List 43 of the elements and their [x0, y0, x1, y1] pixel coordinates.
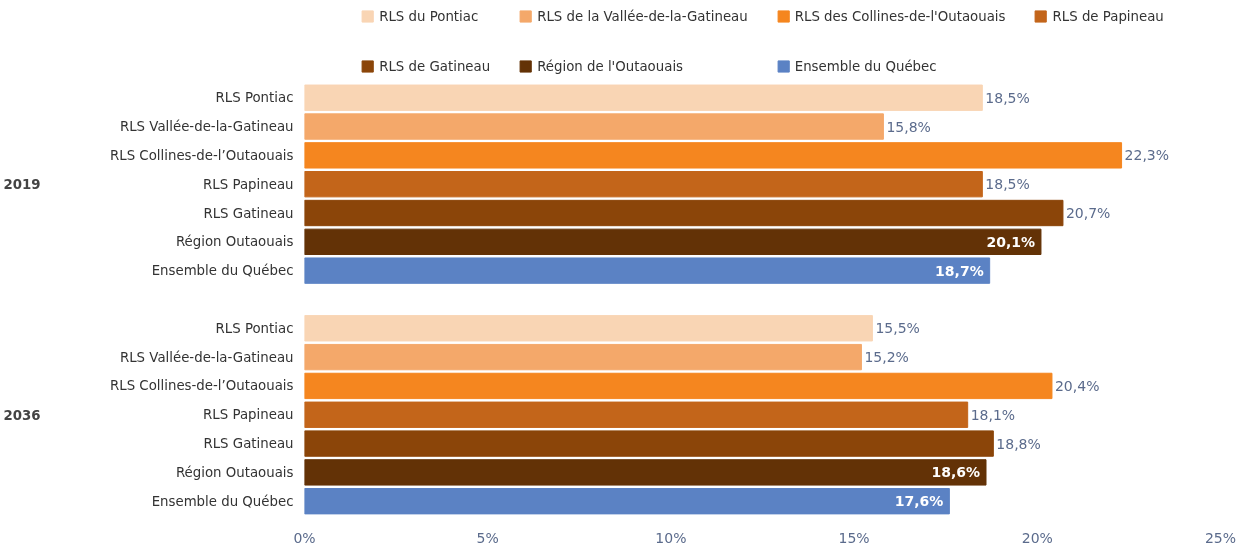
data-label: 18,6%: [931, 464, 981, 481]
y-tick-label: RLS Pontiac: [215, 90, 294, 106]
y-tick-label: RLS Papineau: [203, 407, 294, 423]
y-tick-label: Région Outaouais: [175, 234, 294, 250]
y-tick-label: RLS Vallée-de-la-Gatineau: [119, 119, 294, 135]
data-label: 20,7%: [1065, 205, 1111, 222]
legend-label: RLS de Gatineau: [379, 57, 491, 76]
data-label: 18,8%: [996, 435, 1041, 452]
y-tick-label: RLS Collines-de-l’Outaouais: [109, 378, 294, 394]
legend-label: RLS des Collines-de-l'Outaouais: [794, 7, 1006, 26]
y-tick-label: RLS Papineau: [203, 176, 294, 192]
text: 2036: [3, 407, 41, 423]
data-label: 20,4%: [1054, 377, 1100, 394]
y-tick-label: RLS Collines-de-l’Outaouais: [109, 147, 294, 163]
data-label: 20,1%: [986, 233, 1035, 250]
x-tick-label: 10%: [655, 529, 687, 546]
legend-label: RLS de Papineau: [1052, 7, 1164, 26]
data-label: 15,8%: [886, 118, 931, 135]
y-tick-label: Ensemble du Québec: [151, 263, 294, 279]
y-tick-label: Région Outaouais: [175, 464, 294, 480]
y-tick-label: RLS Pontiac: [215, 320, 294, 336]
x-tick-label: 20%: [1021, 529, 1053, 546]
y-tick-label: Ensemble du Québec: [151, 493, 294, 509]
y-tick-label: RLS Gatineau: [203, 205, 294, 221]
data-label: 18,5%: [985, 89, 1030, 106]
y-tick-label: RLS Gatineau: [203, 436, 294, 452]
data-label: 18,5%: [985, 176, 1030, 193]
legend-label: RLS de la Vallée-de-la-Gatineau: [537, 7, 748, 26]
data-label: 15,2%: [864, 349, 909, 366]
legend-label: Ensemble du Québec: [794, 57, 937, 76]
data-label: 18,7%: [935, 262, 984, 279]
legend-label: RLS du Pontiac: [379, 7, 479, 26]
legend-label: Région de l'Outaouais: [537, 57, 684, 76]
data-label: 15,5%: [875, 320, 920, 337]
data-label: 18,1%: [970, 406, 1016, 423]
x-tick-label: 15%: [838, 529, 870, 546]
x-tick-label: 25%: [1204, 529, 1237, 546]
data-label: 22,3%: [1124, 147, 1170, 164]
x-tick-label: 5%: [476, 529, 499, 546]
y-tick-label: RLS Vallée-de-la-Gatineau: [119, 349, 294, 365]
text: 2019: [3, 177, 41, 193]
x-tick-label: 0%: [293, 529, 316, 546]
data-label: 17,6%: [894, 493, 944, 510]
